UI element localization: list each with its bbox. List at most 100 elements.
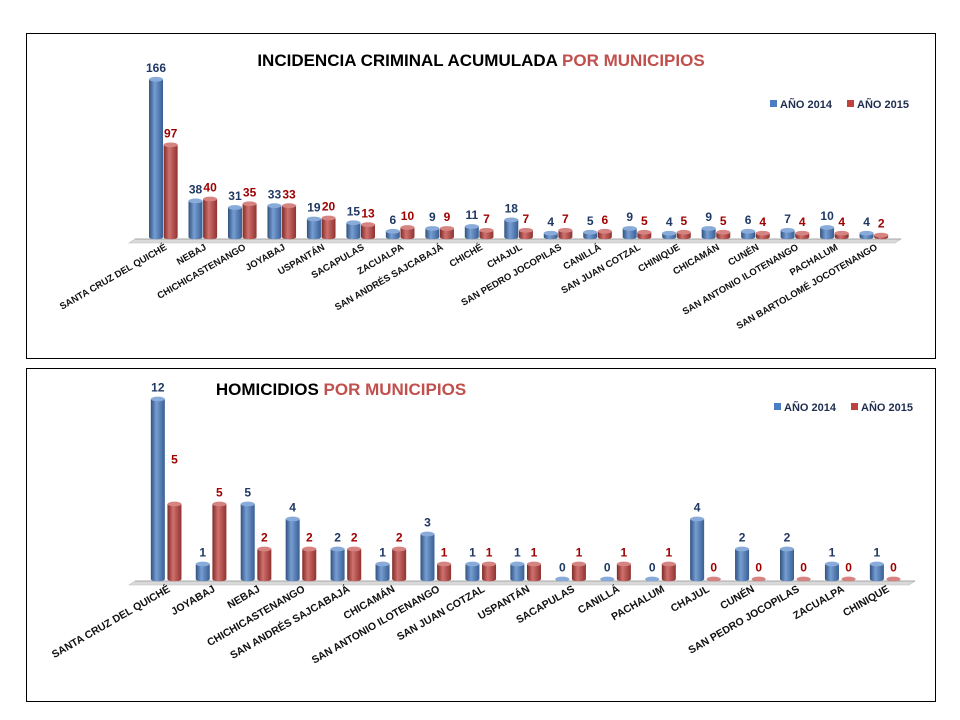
data-label-2014-9: 11 bbox=[465, 208, 478, 222]
bar-2014-5 bbox=[330, 546, 345, 582]
bar-2015-4 bbox=[282, 203, 297, 240]
data-label-2015-6: 13 bbox=[361, 206, 375, 220]
data-label-2015-13: 0 bbox=[710, 561, 717, 575]
bar-2015-4 bbox=[302, 546, 317, 582]
bar-2014-10 bbox=[504, 217, 519, 240]
bar-2014-15 bbox=[780, 546, 795, 582]
bar-2014-15 bbox=[701, 226, 716, 240]
data-label-2015-16: 4 bbox=[759, 215, 766, 229]
data-label-2014-18: 10 bbox=[820, 209, 834, 223]
bar-2015-2 bbox=[212, 501, 227, 582]
bar-2015-17 bbox=[795, 230, 810, 240]
x-tick-label-19: SAN BARTOLOMÉ JOCOTENANGO bbox=[735, 242, 880, 332]
bar-2014-12 bbox=[645, 576, 660, 582]
data-label-2015-18: 4 bbox=[838, 215, 845, 229]
legend-label-2014: AÑO 2014 bbox=[784, 401, 837, 414]
x-tick-label-16: ZACUALPA bbox=[791, 583, 847, 622]
bar-2015-3 bbox=[257, 546, 272, 582]
bar-2015-16 bbox=[841, 576, 856, 582]
chart-title: INCIDENCIA CRIMINAL ACUMULADA POR MUNICI… bbox=[257, 51, 704, 70]
data-label-2015-10: 1 bbox=[576, 546, 583, 560]
data-label-2014-17: 7 bbox=[784, 212, 791, 226]
bar-2015-14 bbox=[751, 576, 766, 582]
x-tick-label-9: CHICHÉ bbox=[448, 242, 485, 270]
bar-2015-9 bbox=[526, 561, 541, 582]
bar-2015-2 bbox=[203, 196, 218, 240]
bar-2015-13 bbox=[706, 576, 721, 582]
bar-2014-7 bbox=[420, 531, 435, 582]
bar-2014-4 bbox=[267, 203, 282, 240]
data-label-2015-19: 2 bbox=[878, 217, 885, 231]
bar-2014-4 bbox=[285, 516, 300, 582]
data-label-2015-14: 5 bbox=[680, 214, 687, 228]
data-label-2015-9: 7 bbox=[483, 212, 490, 226]
bar-2014-17 bbox=[869, 561, 884, 582]
bar-2015-8 bbox=[439, 226, 454, 240]
data-label-2015-3: 35 bbox=[243, 185, 257, 199]
data-label-2015-4: 2 bbox=[306, 531, 313, 545]
data-label-2015-3: 2 bbox=[261, 531, 268, 545]
bar-2014-16 bbox=[741, 228, 756, 240]
data-label-2014-14: 2 bbox=[739, 531, 746, 545]
bar-2015-6 bbox=[361, 222, 375, 240]
data-label-2015-5: 20 bbox=[322, 200, 336, 214]
bar-2014-2 bbox=[188, 198, 203, 240]
data-label-2014-11: 4 bbox=[547, 215, 554, 229]
legend: AÑO 2014 AÑO 2015 bbox=[774, 401, 913, 414]
bar-2014-6 bbox=[346, 220, 361, 240]
data-label-2014-3: 31 bbox=[228, 189, 242, 203]
data-label-2014-2: 38 bbox=[189, 183, 203, 197]
data-label-2015-11: 7 bbox=[562, 212, 569, 226]
legend-label-2015: AÑO 2015 bbox=[861, 401, 913, 414]
bar-2015-12 bbox=[597, 228, 612, 240]
data-label-2015-5: 2 bbox=[351, 531, 358, 545]
bar-2014-13 bbox=[690, 516, 705, 582]
chart-panel-incidencia: INCIDENCIA CRIMINAL ACUMULADA POR MUNICI… bbox=[26, 33, 936, 359]
bar-2015-3 bbox=[242, 201, 257, 240]
data-label-2015-4: 33 bbox=[282, 187, 296, 201]
bar-2015-16 bbox=[755, 230, 770, 240]
data-label-2015-16: 0 bbox=[845, 561, 852, 575]
legend-swatch-2015 bbox=[847, 100, 854, 107]
bar-2015-15 bbox=[796, 576, 811, 582]
bar-2014-8 bbox=[425, 226, 440, 240]
data-label-2015-1: 5 bbox=[171, 453, 178, 467]
chart-title-main: HOMICIDIOS bbox=[216, 380, 319, 399]
bar-2015-12 bbox=[661, 561, 676, 582]
data-label-2015-13: 5 bbox=[641, 214, 648, 228]
data-label-2014-6: 1 bbox=[379, 546, 386, 560]
data-label-2014-1: 166 bbox=[146, 61, 166, 75]
bar-2014-19 bbox=[859, 230, 874, 240]
bar-2015-10 bbox=[571, 561, 586, 582]
data-label-2015-8: 9 bbox=[444, 210, 451, 224]
data-label-2014-4: 4 bbox=[289, 501, 296, 515]
data-label-2015-12: 6 bbox=[601, 213, 608, 227]
legend-label-2014: AÑO 2014 bbox=[780, 98, 833, 111]
x-tick-label-3: NEBAJ bbox=[225, 583, 262, 611]
bar-2015-17 bbox=[886, 576, 901, 582]
data-label-2014-7: 6 bbox=[390, 213, 397, 227]
bar-2014-9 bbox=[464, 224, 479, 240]
bar-2015-6 bbox=[392, 546, 407, 582]
data-label-2014-8: 1 bbox=[469, 546, 476, 560]
data-label-2014-13: 9 bbox=[626, 210, 633, 224]
data-label-2014-5: 19 bbox=[307, 201, 321, 215]
bar-2015-11 bbox=[558, 227, 573, 240]
data-label-2015-7: 1 bbox=[441, 546, 448, 560]
data-label-2014-15: 2 bbox=[784, 531, 791, 545]
bar-2014-3 bbox=[240, 501, 255, 582]
data-label-2015-7: 10 bbox=[401, 209, 415, 223]
data-label-2015-17: 4 bbox=[799, 215, 806, 229]
chart-incidencia-svg: INCIDENCIA CRIMINAL ACUMULADA POR MUNICI… bbox=[58, 51, 909, 332]
bar-2015-10 bbox=[518, 227, 533, 240]
bar-2014-13 bbox=[622, 226, 637, 240]
bar-2015-5 bbox=[321, 215, 336, 240]
x-tick-label-2: JOYABAJ bbox=[169, 583, 217, 618]
bar-2015-7 bbox=[400, 225, 415, 240]
x-tick-label-8: SAN JUAN COTZAL bbox=[395, 583, 487, 643]
data-label-2014-1: 12 bbox=[151, 381, 165, 395]
data-label-2014-7: 3 bbox=[424, 516, 431, 530]
bar-2014-12 bbox=[583, 229, 598, 240]
data-label-2015-6: 2 bbox=[396, 531, 403, 545]
x-tick-label-13: CHAJUL bbox=[669, 583, 712, 615]
